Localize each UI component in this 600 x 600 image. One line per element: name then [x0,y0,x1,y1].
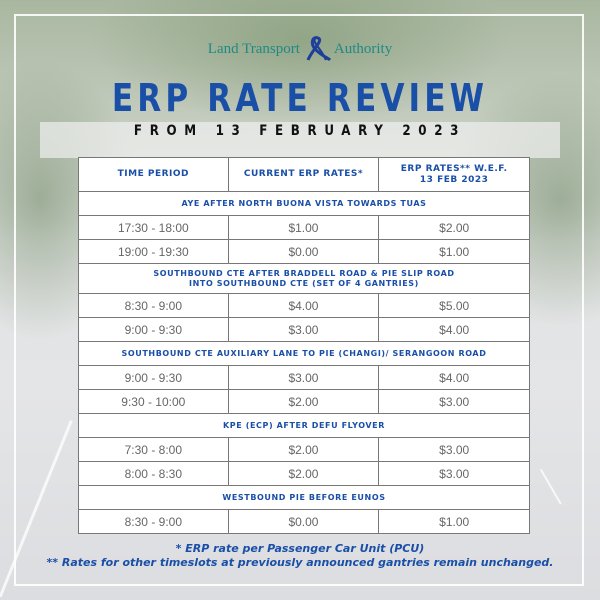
footnote-other-timeslots: ** Rates for other timeslots at previous… [46,556,554,569]
table-row: 17:30 - 18:00 $1.00 $2.00 [78,215,530,240]
new-rate-cell: $2.00 [378,215,530,240]
time-cell: 19:00 - 19:30 [78,239,229,264]
section-title: WESTBOUND PIE BEFORE EUNOS [78,485,530,510]
time-cell: 9:00 - 9:30 [78,317,229,342]
section-title: AYE AFTER NORTH BUONA VISTA TOWARDS TUAS [78,191,530,216]
header-new-rates-line2: 13 FEB 2023 [419,174,489,185]
header-new-rates-line1: ERP RATES** W.E.F. [400,163,508,174]
page-title: ERP RATE REVIEW [111,76,489,120]
logo-text-left: Land Transport [207,40,300,57]
footnote-pcu: * ERP rate per Passenger Car Unit (PCU) [175,542,425,555]
section-title: SOUTHBOUND CTE AFTER BRADDELL ROAD & PIE… [78,263,530,294]
section-title-line2: INTO SOUTHBOUND CTE (SET OF 4 GANTRIES) [189,278,419,288]
new-rate-cell: $3.00 [378,389,530,414]
section-title: KPE (ECP) AFTER DEFU FLYOVER [78,413,530,438]
current-rate-cell: $0.00 [227,509,380,534]
section-row: SOUTHBOUND CTE AUXILIARY LANE TO PIE (CH… [78,341,530,366]
table-header-row: TIME PERIOD CURRENT ERP RATES* ERP RATES… [78,157,530,192]
current-rate-cell: $2.00 [227,389,380,414]
table-row: 9:00 - 9:30 $3.00 $4.00 [78,365,530,390]
table-row: 9:30 - 10:00 $2.00 $3.00 [78,389,530,414]
new-rate-cell: $5.00 [378,293,530,318]
header-new-rates: ERP RATES** W.E.F. 13 FEB 2023 [378,157,530,192]
time-cell: 7:30 - 8:00 [78,437,229,462]
table-row: 8:30 - 9:00 $4.00 $5.00 [78,293,530,318]
new-rate-cell: $4.00 [378,365,530,390]
erp-rates-table: TIME PERIOD CURRENT ERP RATES* ERP RATES… [78,157,530,534]
page-subtitle: FROM 13 FEBRUARY 2023 [133,123,467,139]
current-rate-cell: $4.00 [227,293,380,318]
current-rate-cell: $1.00 [227,215,380,240]
new-rate-cell: $3.00 [378,437,530,462]
background-gantry [40,122,560,158]
new-rate-cell: $1.00 [378,239,530,264]
current-rate-cell: $0.00 [227,239,380,264]
new-rate-cell: $3.00 [378,461,530,486]
section-title-line1: SOUTHBOUND CTE AFTER BRADDELL ROAD & PIE… [153,268,455,278]
logo-text-right: Authority [333,40,393,57]
table-row: 7:30 - 8:00 $2.00 $3.00 [78,437,530,462]
section-row: AYE AFTER NORTH BUONA VISTA TOWARDS TUAS [78,191,530,216]
current-rate-cell: $3.00 [227,365,380,390]
section-row: KPE (ECP) AFTER DEFU FLYOVER [78,413,530,438]
new-rate-cell: $1.00 [378,509,530,534]
lta-logo: Land Transport Authority [0,36,600,62]
table-row: 8:00 - 8:30 $2.00 $3.00 [78,461,530,486]
time-cell: 17:30 - 18:00 [78,215,229,240]
time-cell: 9:00 - 9:30 [78,365,229,390]
time-cell: 8:30 - 9:00 [78,293,229,318]
table-row: 8:30 - 9:00 $0.00 $1.00 [78,509,530,534]
current-rate-cell: $2.00 [227,461,380,486]
time-cell: 9:30 - 10:00 [78,389,229,414]
section-row: SOUTHBOUND CTE AFTER BRADDELL ROAD & PIE… [78,263,530,294]
current-rate-cell: $3.00 [227,317,380,342]
section-row: WESTBOUND PIE BEFORE EUNOS [78,485,530,510]
section-title: SOUTHBOUND CTE AUXILIARY LANE TO PIE (CH… [78,341,530,366]
time-cell: 8:00 - 8:30 [78,461,229,486]
table-row: 9:00 - 9:30 $3.00 $4.00 [78,317,530,342]
time-cell: 8:30 - 9:00 [78,509,229,534]
new-rate-cell: $4.00 [378,317,530,342]
table-row: 19:00 - 19:30 $0.00 $1.00 [78,239,530,264]
lta-ribbon-logo-icon [306,36,331,62]
footnotes: * ERP rate per Passenger Car Unit (PCU) … [0,542,600,570]
decorative-frame [14,14,584,586]
current-rate-cell: $2.00 [227,437,380,462]
header-current-rates: CURRENT ERP RATES* [227,157,380,192]
header-time-period: TIME PERIOD [78,157,229,192]
